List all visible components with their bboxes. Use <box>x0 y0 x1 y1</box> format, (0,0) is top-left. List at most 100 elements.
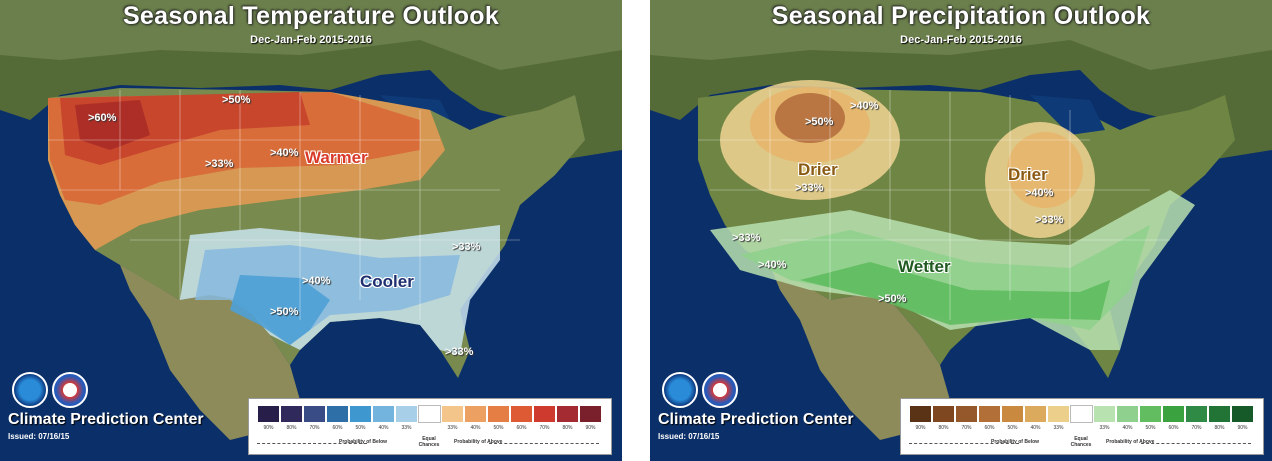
legend-swatches <box>257 405 602 423</box>
legend-swatch <box>1208 405 1231 423</box>
below-arrow <box>257 443 367 444</box>
legend-percent <box>1070 425 1093 431</box>
label-p33a: >33% <box>205 158 234 170</box>
probability-below-label: Probability of Below <box>339 439 388 445</box>
issued-date: Issued: 07/16/15 <box>8 432 70 441</box>
wetter-label: Wetter <box>898 257 951 276</box>
wet-50-region <box>800 262 1110 325</box>
label-p40a: >40% <box>270 147 299 159</box>
legend-swatch <box>418 405 441 423</box>
precipitation-outlook-panel: Seasonal Precipitation Outlook Dec-Jan-F… <box>650 0 1272 461</box>
temperature-outlook-panel: Seasonal Temperature Outlook Dec-Jan-Feb… <box>0 0 622 461</box>
mexico-land <box>120 265 300 440</box>
legend-swatch <box>533 405 556 423</box>
legend-swatch <box>556 405 579 423</box>
below-arrow <box>909 443 1019 444</box>
legend-swatch <box>1024 405 1047 423</box>
label-p50: >50% <box>805 116 834 128</box>
legend-swatch <box>280 405 303 423</box>
legend-swatch <box>1093 405 1116 423</box>
legend-swatch <box>932 405 955 423</box>
legend-percent: 40% <box>1122 425 1133 431</box>
nws-logo-icon <box>702 372 738 408</box>
mexico-land <box>770 265 950 440</box>
legend-swatch <box>441 405 464 423</box>
precipitation-legend: 90% 80% 70% 60% 50% 40% 33% 33% 40% 50% 60% 70% 80% 9… <box>900 398 1264 455</box>
label-p40c: >40% <box>758 259 787 271</box>
legend-swatch <box>487 405 510 423</box>
equal-chances-label: Equal Chances <box>1070 436 1092 448</box>
issued-date: Issued: 07/16/15 <box>658 432 720 441</box>
legend-swatch <box>1070 405 1093 423</box>
label-p60: >60% <box>88 112 117 124</box>
warm-60-region <box>75 100 150 150</box>
legend-percent: 70% <box>1191 425 1202 431</box>
temperature-map <box>0 0 622 461</box>
precipitation-map <box>650 0 1272 461</box>
label-p33c: >33% <box>445 346 474 358</box>
legend-percent: 90% <box>585 425 596 431</box>
above-arrow <box>1141 443 1251 444</box>
legend-percent: 80% <box>286 425 297 431</box>
legend-swatches <box>909 405 1254 423</box>
dry-40-lakes <box>1007 132 1083 208</box>
legend-swatch <box>1047 405 1070 423</box>
probability-above-label: Probability of Above <box>1106 439 1155 445</box>
legend-percent: 50% <box>1007 425 1018 431</box>
label-p50b: >50% <box>878 293 907 305</box>
dry-50-northwest <box>775 93 845 143</box>
legend-percent: 33% <box>401 425 412 431</box>
label-p40b: >40% <box>1025 187 1054 199</box>
legend-swatch <box>1185 405 1208 423</box>
legend-swatch <box>257 405 280 423</box>
legend-swatch <box>395 405 418 423</box>
label-p40b: >40% <box>302 275 331 287</box>
canada-north-land <box>0 0 622 70</box>
legend-percent: 70% <box>539 425 550 431</box>
legend-swatch <box>372 405 395 423</box>
legend-swatch <box>1116 405 1139 423</box>
legend-percent: 70% <box>961 425 972 431</box>
cooler-label: Cooler <box>360 272 414 291</box>
drier-label-west: Drier <box>798 160 838 179</box>
temperature-legend: 90% 80% 70% 60% 50% 40% 33% 33% 40% 50% 60% 70% 80% 9… <box>248 398 612 455</box>
warmer-label: Warmer <box>305 148 368 167</box>
legend-percent: 60% <box>1168 425 1179 431</box>
label-p33a: >33% <box>795 182 824 194</box>
legend-swatch <box>955 405 978 423</box>
legend-swatch <box>349 405 372 423</box>
legend-swatch <box>1162 405 1185 423</box>
legend-percent-labels: 90% 80% 70% 60% 50% 40% 33% 33% 40% 50% 60% 70% 80% 9… <box>257 425 602 431</box>
legend-percent <box>418 425 441 431</box>
label-p33b: >33% <box>1035 214 1064 226</box>
legend-percent: 60% <box>984 425 995 431</box>
legend-percent: 40% <box>378 425 389 431</box>
nws-logo-icon <box>52 372 88 408</box>
label-p50b: >50% <box>270 306 299 318</box>
probability-above-label: Probability of Above <box>454 439 503 445</box>
great-lakes <box>1030 95 1105 135</box>
legend-percent: 90% <box>263 425 274 431</box>
season-subtitle: Dec-Jan-Feb 2015-2016 <box>250 34 372 46</box>
page-title: Seasonal Precipitation Outlook <box>771 2 1151 30</box>
legend-swatch <box>464 405 487 423</box>
legend-percent: 70% <box>309 425 320 431</box>
above-arrow <box>489 443 599 444</box>
legend-swatch <box>1001 405 1024 423</box>
legend-percent: 60% <box>332 425 343 431</box>
state-borders <box>48 90 520 320</box>
legend-swatch <box>978 405 1001 423</box>
page-title: Seasonal Temperature Outlook <box>122 2 500 30</box>
legend-percent: 80% <box>562 425 573 431</box>
legend-swatch <box>579 405 602 423</box>
climate-prediction-center-label: Climate Prediction Center <box>658 411 854 428</box>
legend-percent: 80% <box>938 425 949 431</box>
legend-percent: 90% <box>1237 425 1248 431</box>
equal-chances-label: Equal Chances <box>418 436 440 448</box>
legend-percent: 50% <box>493 425 504 431</box>
legend-percent: 50% <box>1145 425 1156 431</box>
season-subtitle: Dec-Jan-Feb 2015-2016 <box>900 34 1022 46</box>
legend-percent: 40% <box>470 425 481 431</box>
drier-label-east: Drier <box>1008 165 1048 184</box>
legend-swatch <box>1231 405 1254 423</box>
